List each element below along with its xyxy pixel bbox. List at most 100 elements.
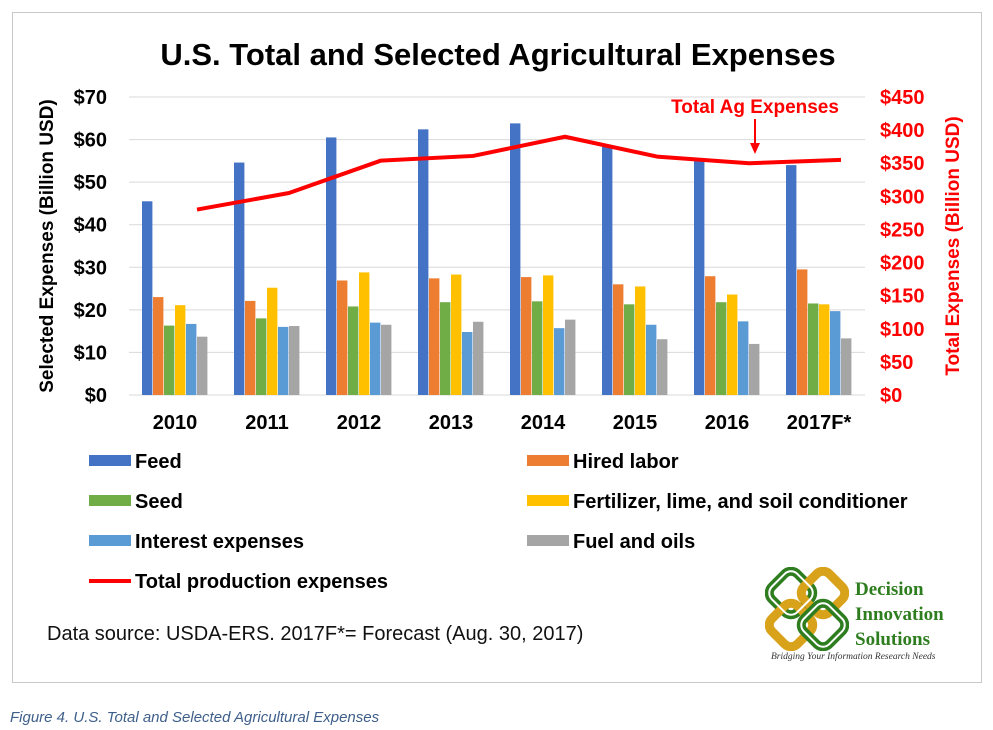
x-tick-label: 2015 [613,412,658,434]
legend-swatch [89,535,131,546]
bar-0-6 [694,158,705,395]
logo-word-innovation: Innovation [855,604,944,625]
bar-1-5 [613,284,624,395]
bar-5-0 [197,336,208,395]
bar-2-7 [808,303,819,395]
logo-word-decision: Decision [855,579,924,600]
y-tick-label-right: $250 [880,219,925,241]
legend-swatch [527,495,569,506]
bar-0-2 [326,137,337,395]
bar-3-6 [727,294,738,395]
x-tick-label: 2010 [153,412,198,434]
x-tick-label: 2017F* [787,412,852,434]
bar-2-1 [256,318,267,395]
y-tick-label-left: $50 [74,172,107,194]
bar-0-0 [142,201,153,395]
annotation-arrow-head [750,143,760,154]
legend-swatch [527,455,569,466]
bar-4-1 [278,326,289,395]
bar-0-3 [418,129,429,395]
logo-word-solutions: Solutions [855,629,930,650]
bar-4-2 [370,322,381,395]
y-tick-label-right: $0 [880,385,902,407]
y-tick-label-left: $20 [74,300,107,322]
y-axis-title-left: Selected Expenses (Billion USD) [37,99,58,393]
y-tick-label-left: $40 [74,215,107,237]
bar-1-4 [521,277,532,395]
bar-4-3 [462,331,473,395]
bar-2-3 [440,302,451,395]
y-tick-label-left: $70 [74,87,107,109]
bar-1-6 [705,276,716,395]
bar-2-2 [348,306,359,395]
bar-3-3 [451,274,462,395]
y-tick-label-left: $10 [74,342,107,364]
bar-4-4 [554,328,565,395]
y-tick-label-right: $200 [880,253,925,275]
x-tick-label: 2016 [705,412,750,434]
bar-0-4 [510,123,521,395]
y-tick-label-left: $0 [85,385,107,407]
y-tick-label-right: $450 [880,87,925,109]
bar-4-6 [738,321,749,395]
legend-label: Seed [135,491,183,513]
bar-3-0 [175,305,186,395]
y-tick-label-left: $60 [74,130,107,152]
y-axis-title-right: Total Expenses (Billion USD) [943,116,964,375]
chart-frame: $0 $10 $20 $30 $40 $50 $60 $70 $0 $50 $100 $150 $200… [12,12,982,683]
company-logo: Decision Innovation Solutions Bridging Y… [765,565,975,669]
x-tick-label: 2013 [429,412,474,434]
bar-5-3 [473,321,484,395]
bar-2-6 [716,302,727,395]
x-tick-label: 2012 [337,412,382,434]
y-tick-label-right: $100 [880,319,925,341]
bar-4-0 [186,323,197,395]
figure-caption: Figure 4. U.S. Total and Selected Agricu… [10,709,380,726]
legend-label: Interest expenses [135,531,304,553]
bar-3-2 [359,272,370,395]
bar-4-7 [830,311,841,395]
legend-label: Fertilizer, lime, and soil conditioner [573,491,908,513]
bar-3-5 [635,286,646,395]
bar-4-5 [646,324,657,395]
bar-2-0 [164,325,175,395]
total-expenses-line [196,134,842,212]
bar-3-7 [819,304,830,395]
legend-swatch [527,535,569,546]
bar-0-1 [234,162,245,395]
bar-1-1 [245,300,256,395]
bar-2-4 [532,301,543,395]
bar-1-0 [153,297,164,395]
source-note: Data source: USDA-ERS. 2017F*= Forecast … [47,623,584,645]
chart-title: U.S. Total and Selected Agricultural Exp… [160,37,836,72]
bar-5-4 [565,319,576,395]
bar-1-7 [797,269,808,395]
bar-5-6 [749,343,760,395]
legend-label: Hired labor [573,451,679,473]
bar-2-5 [624,304,635,395]
y-tick-label-right: $350 [880,153,925,175]
legend-label: Feed [135,451,182,473]
legend-label: Total production expenses [135,571,388,593]
x-tick-label: 2011 [245,412,288,434]
bar-5-2 [381,324,392,395]
y-tick-label-right: $50 [880,352,913,374]
y-tick-label-right: $300 [880,186,925,208]
bar-5-5 [657,339,668,395]
logo-tagline: Bridging Your Information Research Needs [771,652,936,662]
legend-swatch [89,455,131,466]
annotation-label: Total Ag Expenses [671,97,839,118]
x-tick-label: 2014 [521,412,566,434]
bar-5-1 [289,326,300,395]
bar-1-2 [337,280,348,395]
bar-1-3 [429,278,440,395]
y-tick-label-right: $400 [880,120,925,142]
y-tick-label-left: $30 [74,257,107,279]
y-tick-label-right: $150 [880,286,925,308]
legend-swatch [89,495,131,506]
bar-3-1 [267,287,278,395]
bar-0-7 [786,165,797,395]
bar-3-4 [543,275,554,395]
bar-5-7 [841,338,852,395]
logo-knot-icon [765,567,849,651]
